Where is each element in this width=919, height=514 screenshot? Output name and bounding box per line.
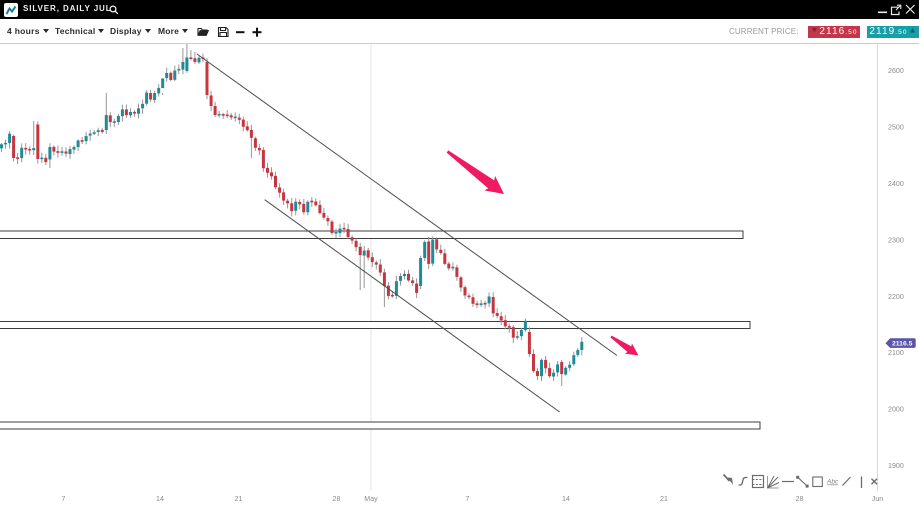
- svg-text:21: 21: [660, 495, 668, 503]
- svg-text:14: 14: [156, 495, 164, 503]
- svg-text:14: 14: [562, 495, 570, 503]
- svg-text:7: 7: [62, 495, 66, 503]
- svg-text:2116.5: 2116.5: [892, 341, 913, 348]
- svg-text:Abc: Abc: [826, 479, 839, 486]
- svg-text:2200: 2200: [888, 293, 904, 301]
- svg-text:28: 28: [796, 495, 804, 503]
- svg-text:2100: 2100: [888, 349, 904, 357]
- svg-text:2300: 2300: [888, 236, 904, 244]
- svg-text:2600: 2600: [888, 67, 904, 75]
- svg-text:1900: 1900: [888, 462, 904, 470]
- svg-text:2400: 2400: [888, 180, 904, 188]
- svg-text:2000: 2000: [888, 406, 904, 414]
- svg-text:2500: 2500: [888, 124, 904, 132]
- svg-text:May: May: [364, 495, 378, 503]
- svg-text:Jun: Jun: [872, 495, 883, 503]
- svg-text:21: 21: [235, 495, 243, 503]
- svg-text:28: 28: [333, 495, 341, 503]
- svg-text:7: 7: [466, 495, 470, 503]
